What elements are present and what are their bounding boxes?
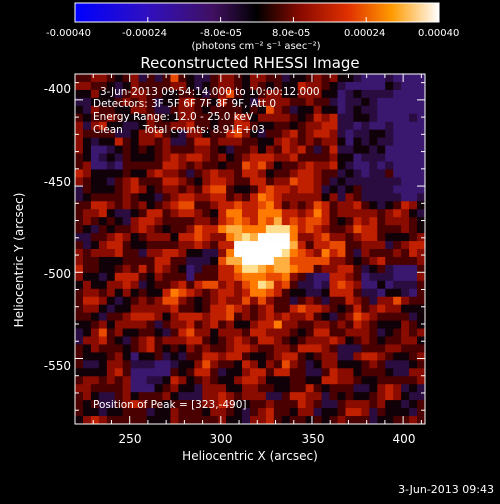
y-tick-label: -550 — [44, 359, 71, 373]
x-axis-label: Heliocentric X (arcsec) — [182, 449, 318, 463]
axis-ticks — [75, 74, 425, 424]
energy-range-text: Energy Range: 12.0 - 25.0 keV — [93, 111, 254, 123]
clean-counts-text: Clean Total counts: 8.91E+03 — [93, 124, 265, 136]
time-range-text: 3-Jun-2013 09:54:14.000 to 10:00:12.000 — [100, 86, 320, 98]
plot-title: Reconstructed RHESSI Image — [140, 54, 359, 72]
colorbar-tick-labels: -0.00040 -0.00024 -8.0e-05 8.0e-05 0.000… — [46, 28, 459, 39]
colorbar-tick-label: -8.0e-05 — [200, 28, 242, 39]
y-tick-labels: -400 -450 -500 -550 — [44, 82, 71, 373]
plot-frame — [74, 73, 426, 425]
detectors-text: Detectors: 3F 5F 6F 7F 8F 9F, Att 0 — [93, 98, 276, 110]
footer-date: 3-Jun-2013 09:43 — [398, 483, 494, 496]
x-tick-label: 400 — [393, 432, 416, 446]
y-tick-label: -500 — [44, 267, 71, 281]
colorbar-tick-label: -0.00040 — [46, 28, 91, 39]
colorbar-tick-label: 0.00024 — [344, 28, 385, 39]
peak-position-text: Position of Peak = [323,-490] — [93, 399, 247, 411]
x-tick-label: 250 — [119, 432, 142, 446]
image-annotations: 3-Jun-2013 09:54:14.000 to 10:00:12.000 … — [93, 86, 320, 411]
colorbar — [74, 2, 440, 23]
colorbar-unit-label: (photons cm⁻² s⁻¹ asec⁻²) — [191, 41, 320, 52]
x-tick-label: 300 — [210, 432, 233, 446]
y-axis-label: Heliocentric Y (arcsec) — [12, 193, 26, 328]
x-tick-label: 350 — [302, 432, 325, 446]
colorbar-tick-label: 8.0e-05 — [272, 28, 310, 39]
colorbar-tick-label: -0.00024 — [122, 28, 167, 39]
y-tick-label: -450 — [44, 175, 71, 189]
colorbar-ticks — [74, 17, 440, 22]
colorbar-tick-label: 0.00040 — [418, 28, 459, 39]
x-tick-labels: 250 300 350 400 — [119, 432, 416, 446]
y-tick-label: -400 — [44, 82, 71, 96]
rhessi-image — [75, 74, 425, 424]
